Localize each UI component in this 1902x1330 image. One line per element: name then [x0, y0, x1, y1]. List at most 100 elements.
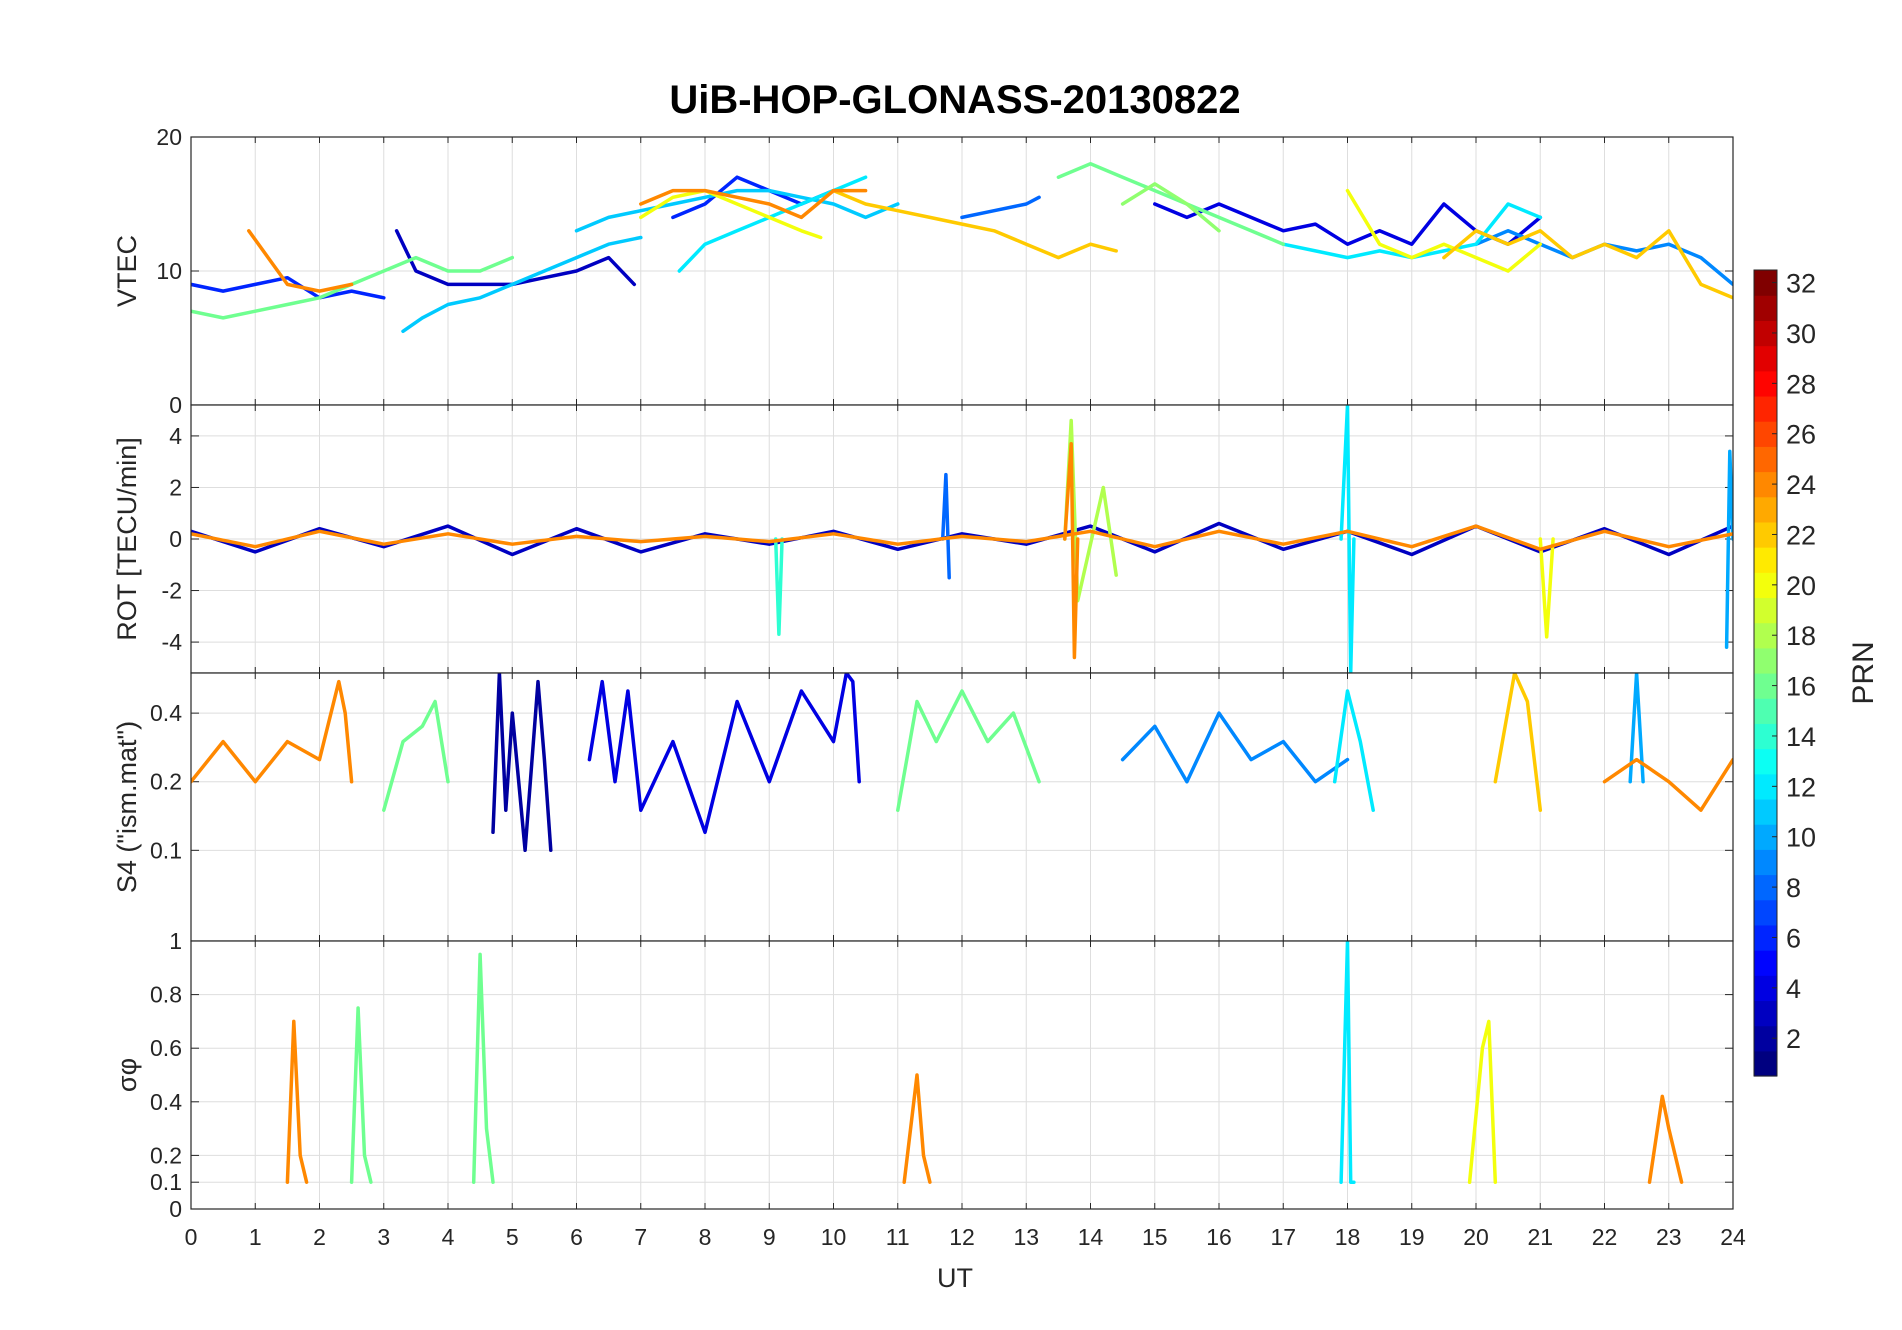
panel-4: 00.10.2 0.4 0.6 0.8 1 σφ	[112, 928, 1734, 1222]
colorbar-tick-label: 30	[1786, 319, 1816, 349]
series-line-prn-20	[1345, 188, 1543, 273]
colorbar-swatch	[1754, 547, 1777, 573]
x-tick-label: 15	[1142, 1224, 1168, 1250]
colorbar-swatch	[1754, 748, 1777, 775]
colorbar-swatch	[1754, 345, 1777, 372]
x-tick-label: 13	[1013, 1224, 1039, 1250]
colorbar-swatch	[1754, 471, 1777, 498]
series-line-prn-16	[896, 689, 1041, 812]
colorbar-swatch	[1754, 673, 1777, 699]
x-tick-label: 7	[634, 1224, 647, 1250]
colorbar-swatch	[1754, 370, 1777, 397]
y-tick-label: 0.8	[150, 982, 182, 1008]
colorbar-swatch	[1754, 824, 1777, 850]
colorbar-swatch	[1754, 773, 1777, 800]
colorbar-swatch	[1754, 899, 1777, 926]
series-line-prn-9	[1120, 711, 1350, 784]
x-tick-label: 6	[570, 1224, 583, 1250]
y-axis-label: ROT [TECU/min]	[112, 437, 142, 641]
colorbar-frame	[1753, 269, 1778, 1077]
colorbar-swatch	[1754, 572, 1777, 599]
series-line-prn-2	[491, 673, 553, 853]
series-line-prn-24	[1602, 757, 1733, 812]
series-line-prn-17	[1120, 182, 1221, 233]
y-tick-label: 0.1	[150, 1169, 182, 1195]
x-axis-label: UT	[937, 1263, 973, 1293]
colorbar-tick-label: 12	[1786, 772, 1816, 802]
colorbar-swatch	[1754, 295, 1777, 321]
colorbar-tick-label: 2	[1786, 1024, 1801, 1054]
x-tick-label: 10	[821, 1224, 847, 1250]
series-line-prn-20	[639, 188, 823, 240]
series-line-prn-24	[1063, 441, 1080, 660]
x-tick-label: 12	[949, 1224, 975, 1250]
y-tick-label: 0.4	[150, 1089, 182, 1115]
colorbar-swatch	[1754, 395, 1777, 422]
series-line-prn-11	[574, 188, 900, 233]
colorbar-swatch	[1754, 1025, 1777, 1052]
x-tick-label: 18	[1335, 1224, 1361, 1250]
series-group	[285, 941, 1684, 1184]
colorbar-swatch	[1754, 597, 1777, 624]
colorbar-swatch	[1754, 698, 1777, 724]
colorbar-swatch	[1754, 320, 1777, 347]
series-line-prn-24	[639, 188, 868, 220]
y-tick-label: 0	[169, 1196, 182, 1222]
y-axis-label: S4 ("ism.mat")	[112, 721, 142, 893]
colorbar-swatch	[1754, 874, 1777, 901]
series-line-prn-22	[1442, 229, 1733, 300]
series-line-prn-12	[1332, 689, 1375, 812]
x-tick-label: 0	[185, 1224, 198, 1250]
colorbar-swatch	[1754, 924, 1777, 951]
x-tick-label: 8	[699, 1224, 712, 1250]
panel-2: -4 -2 0 2 4 ROT [TECU/min]	[112, 404, 1734, 674]
series-line-prn-11	[401, 235, 643, 334]
series-line-prn-8	[940, 472, 951, 580]
x-tick-label: 11	[886, 1224, 910, 1250]
y-tick-label: 0.6	[150, 1035, 182, 1061]
colorbar-swatch	[1754, 421, 1777, 447]
colorbar-swatch	[1754, 723, 1777, 750]
colorbar-swatch	[1754, 496, 1777, 523]
x-tick-label: 3	[377, 1224, 390, 1250]
series-line-prn-12	[1339, 405, 1356, 673]
y-axis-label: VTEC	[112, 235, 142, 307]
colorbar-tick-label: 32	[1786, 269, 1816, 299]
y-tick-label: 10	[156, 258, 182, 284]
series-line-prn-12	[1339, 941, 1356, 1184]
series-line-prn-8	[960, 195, 1041, 220]
panel-frame	[190, 940, 1734, 1210]
series-line-prn-24	[285, 1019, 309, 1184]
series-line-prn-4	[587, 673, 861, 835]
y-tick-label: 2	[169, 474, 182, 500]
series-line-prn-22	[831, 188, 1118, 260]
series-line-prn-22	[1493, 673, 1543, 812]
x-tick-label: 22	[1592, 1224, 1618, 1250]
series-line-prn-24	[191, 679, 354, 784]
colorbar-tick-label: 8	[1786, 873, 1801, 903]
colorbar-tick-label: 18	[1786, 621, 1816, 651]
y-tick-label: 0	[169, 526, 182, 552]
series-line-prn-14	[773, 537, 784, 637]
colorbar-tick-label: 6	[1786, 923, 1801, 953]
series-line-prn-10	[1628, 673, 1645, 784]
colorbar-tick-label: 16	[1786, 672, 1816, 702]
chart-title: UiB-HOP-GLONASS-20130822	[669, 78, 1240, 122]
series-line-prn-20	[1467, 1019, 1498, 1184]
x-tick-label: 14	[1078, 1224, 1104, 1250]
colorbar-tick-label: 20	[1786, 571, 1816, 601]
series-line-prn-10	[1724, 449, 1733, 649]
x-tick-label: 24	[1720, 1224, 1746, 1250]
colorbar-swatch	[1754, 1000, 1777, 1027]
colorbar-tick-label: 4	[1786, 974, 1801, 1004]
panel-3: 0.1 0.2 0.4 S4 ("ism.mat")	[112, 672, 1734, 942]
y-tick-label: 1	[169, 928, 182, 954]
colorbar-tick-label: 24	[1786, 470, 1816, 500]
colorbar-swatch	[1754, 798, 1777, 825]
colorbar-swatch	[1754, 950, 1777, 976]
colorbar-swatch	[1754, 270, 1777, 296]
x-tick-label: 20	[1463, 1224, 1489, 1250]
series-group	[191, 162, 1733, 334]
colorbar-swatch	[1754, 849, 1777, 876]
series-line-prn-6	[191, 275, 386, 300]
